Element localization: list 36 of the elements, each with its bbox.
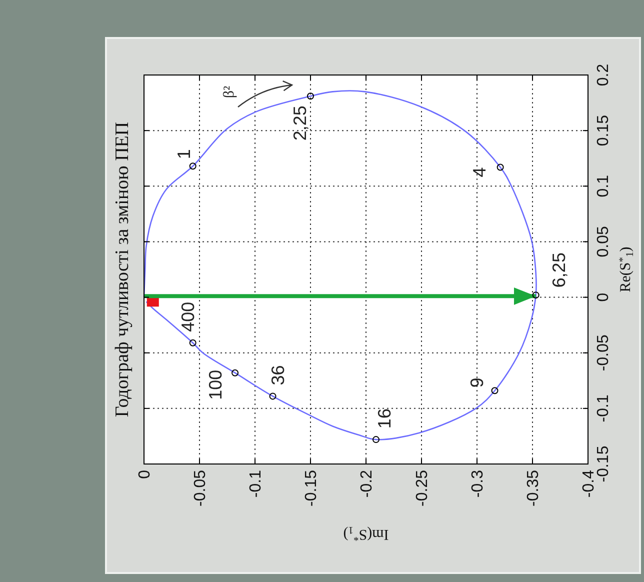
point <box>232 369 239 376</box>
y-tick-label: -0.05 <box>595 334 612 372</box>
point <box>307 92 314 100</box>
point <box>491 387 498 394</box>
x-tick-label: -0.3 <box>470 470 487 498</box>
point <box>372 436 380 444</box>
point <box>532 292 540 299</box>
annotation: β² <box>221 85 238 98</box>
point <box>189 162 196 170</box>
x-tick-label: -0.4 <box>580 470 598 498</box>
annotation: 9 <box>467 378 488 388</box>
x-tick-label: -0.1 <box>248 470 265 498</box>
annotation: 400 <box>178 302 198 332</box>
annotation: 4 <box>470 167 490 178</box>
annotation: 100 <box>205 370 226 400</box>
x-tick-label: -0.25 <box>414 470 432 506</box>
annotation: 6,25 <box>549 252 570 288</box>
x-tick-label: -0.15 <box>303 470 320 506</box>
x-tick-label: -0.2 <box>358 470 376 498</box>
point <box>189 339 196 346</box>
y-tick-label: 0.15 <box>595 114 612 146</box>
y-tick-label: 0 <box>595 292 612 302</box>
x-tick-label: 0 <box>136 470 154 479</box>
y-tick-label: 0.1 <box>595 174 612 198</box>
x-tick-label: -0.05 <box>192 470 210 506</box>
y-tick-label: -0.1 <box>595 394 612 422</box>
point <box>496 164 504 171</box>
annotation: 2,25 <box>290 106 310 141</box>
annotation: 1 <box>174 149 194 160</box>
point <box>269 392 276 400</box>
y-tick-label: 0.2 <box>595 64 612 86</box>
y-tick-label: 0.05 <box>595 226 612 258</box>
text: Годограф чутливості за зміною ПЕП <box>112 122 133 418</box>
x-tick-label: -0.35 <box>525 470 542 506</box>
annotation: 36 <box>268 365 288 386</box>
annotation: 16 <box>374 408 394 429</box>
